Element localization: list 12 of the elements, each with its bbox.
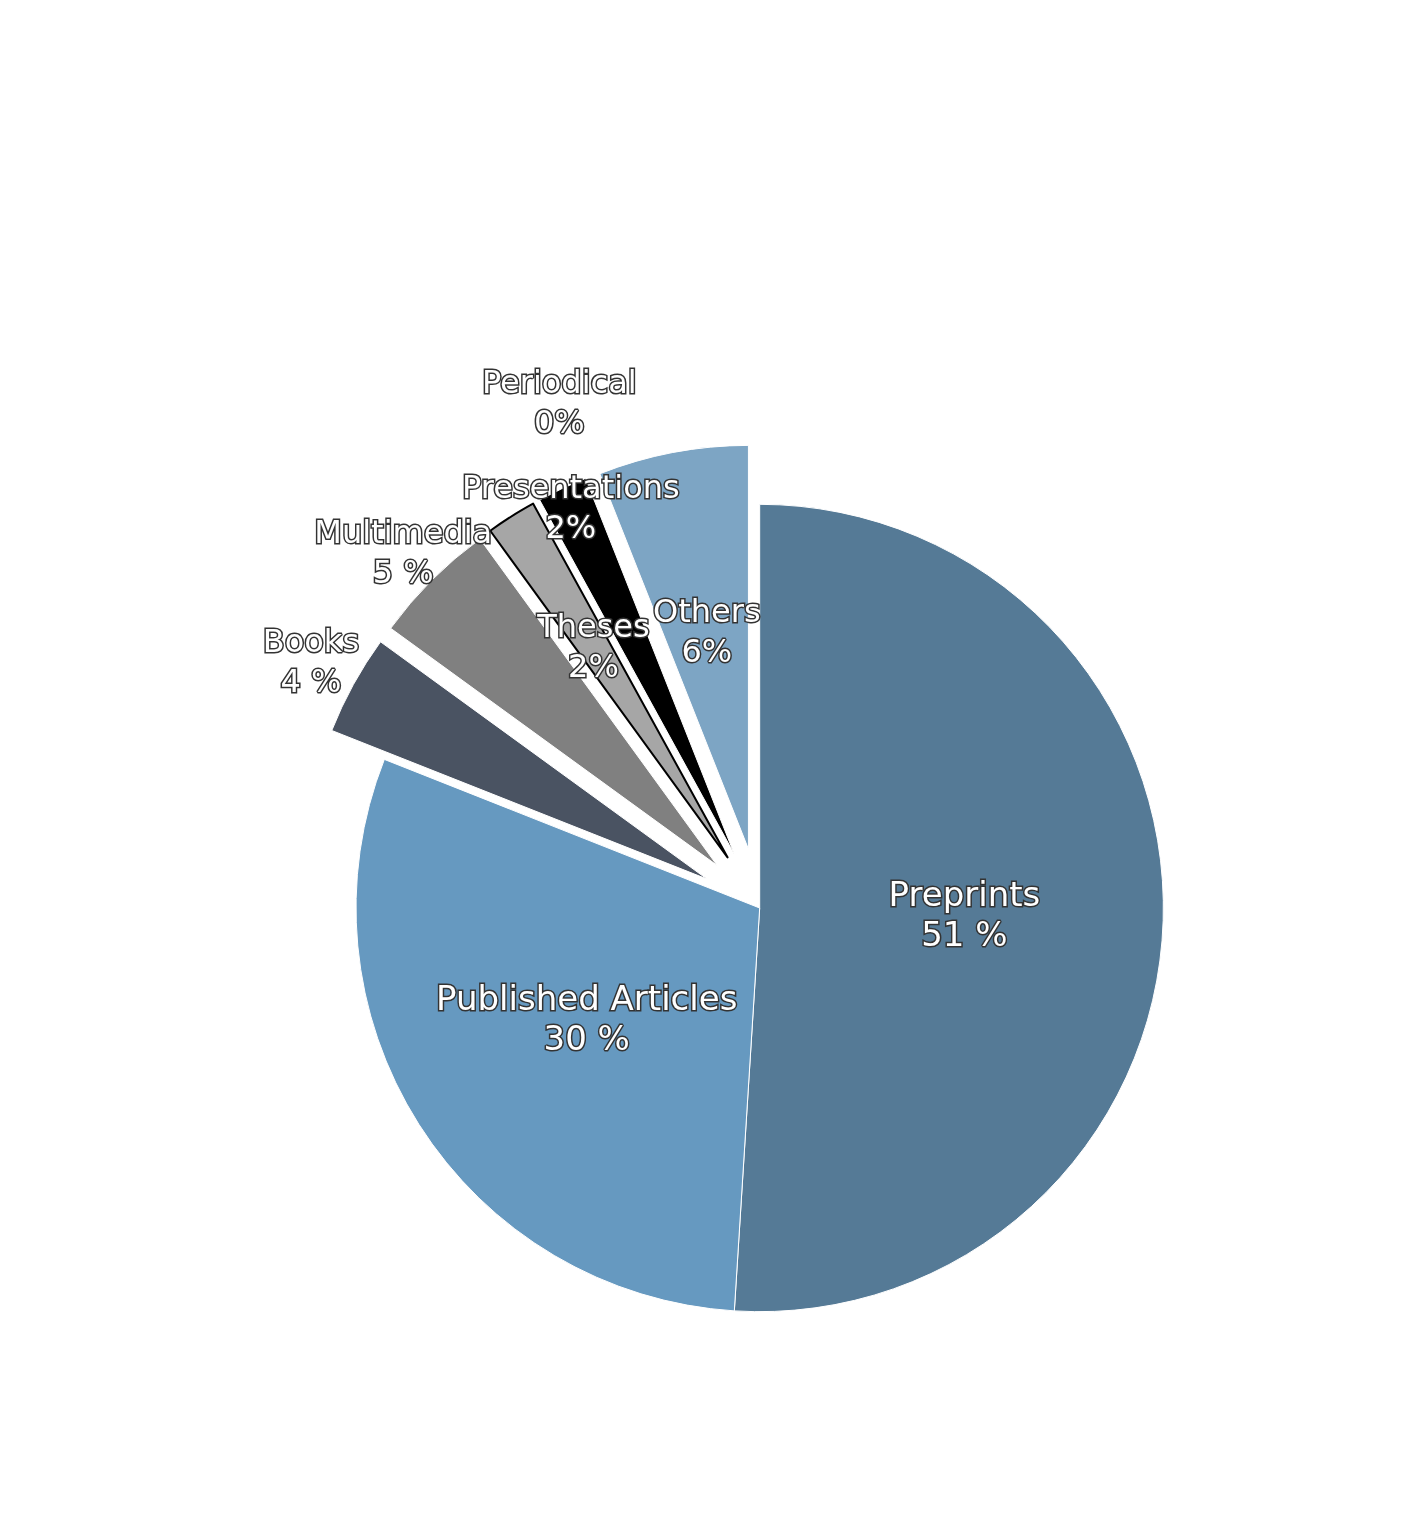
slice-label: Books bbox=[262, 622, 360, 661]
slice-label: Multimedia bbox=[314, 512, 493, 551]
data-label: 6% bbox=[681, 631, 733, 670]
slice-label: Theses bbox=[536, 607, 650, 646]
text: 0% bbox=[533, 402, 585, 441]
slice-label: Published Articles bbox=[436, 977, 738, 1018]
data-label: 51 % bbox=[921, 914, 1008, 955]
category-label: Periodical bbox=[481, 362, 637, 401]
data-label: 5 % bbox=[372, 552, 434, 591]
data-label: 30 % bbox=[543, 1017, 630, 1058]
slice-label: Preprints bbox=[888, 874, 1041, 915]
data-label: 4 % bbox=[280, 662, 342, 701]
